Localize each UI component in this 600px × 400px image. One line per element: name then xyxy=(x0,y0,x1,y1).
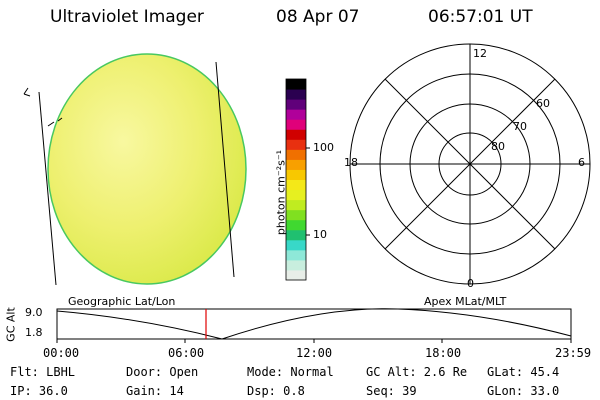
colorbar-cell xyxy=(286,179,306,191)
polar-plot xyxy=(349,43,591,285)
colorbar-cell xyxy=(286,99,306,110)
colorbar-cell xyxy=(286,139,306,150)
colorbar-cell xyxy=(286,209,306,221)
colorbar-unit-label: photon cm⁻²s⁻¹ xyxy=(274,149,288,236)
time-label: 06:57:01 UT xyxy=(428,7,533,27)
colorbar-cell xyxy=(286,199,306,211)
x-axis-ticks xyxy=(56,339,572,343)
glon-status: GLon: 33.0 xyxy=(487,384,560,398)
colorbar-cell xyxy=(286,269,306,281)
altitude-curve xyxy=(56,308,572,340)
geographic-label: Geographic Lat/Lon xyxy=(68,295,176,308)
colorbar-cell xyxy=(286,239,306,251)
colorbar-cell xyxy=(286,89,306,100)
seq-status: Seq: 39 xyxy=(366,384,417,398)
glat-status: GLat: 45.4 xyxy=(487,365,560,379)
direction-marker xyxy=(23,87,31,97)
colorbar-cell xyxy=(286,189,306,201)
terminator-line-left xyxy=(38,91,57,286)
colorbar-frame xyxy=(285,78,307,281)
x-tick-2359: 23:59 xyxy=(555,346,592,360)
date-label: 08 Apr 07 xyxy=(276,7,360,27)
colorbar-cell xyxy=(286,229,306,241)
x-tick-1800: 18:00 xyxy=(425,346,462,360)
x-tick-1200: 12:00 xyxy=(296,346,333,360)
x-tick-0000: 00:00 xyxy=(43,346,80,360)
coastline-mark xyxy=(47,117,63,127)
gain-status: Gain: 14 xyxy=(126,384,184,398)
lat-ring-80: 80 xyxy=(491,140,505,153)
altitude-plot-frame xyxy=(56,308,572,340)
colorbar-cell xyxy=(286,79,306,90)
instrument-title: Ultraviolet Imager xyxy=(50,7,204,27)
colorbar-cell xyxy=(286,159,306,170)
colorbar-cell xyxy=(286,169,306,180)
colorbar-label-10: 10 xyxy=(313,228,327,241)
altitude-ymax: 9.0 xyxy=(25,306,43,319)
x-tick-0600: 06:00 xyxy=(168,346,205,360)
gc-alt-status: GC Alt: 2.6 Re xyxy=(366,365,468,379)
ip-status: IP: 36.0 xyxy=(10,384,68,398)
altitude-ylabel: GC Alt xyxy=(4,307,18,342)
dsp-status: Dsp: 0.8 xyxy=(247,384,305,398)
colorbar-cell xyxy=(286,109,306,120)
earth-disk xyxy=(47,53,247,285)
altitude-ymin: 1.8 xyxy=(25,326,43,339)
colorbar-cell xyxy=(286,259,306,271)
colorbar xyxy=(286,79,306,281)
mlt-label-0: 0 xyxy=(467,277,474,290)
lat-ring-60: 60 xyxy=(536,97,550,110)
colorbar-cell xyxy=(286,219,306,231)
mlt-label-12: 12 xyxy=(473,47,487,60)
colorbar-cell xyxy=(286,119,306,130)
filter-status: Flt: LBHL xyxy=(10,365,76,379)
apex-label: Apex MLat/MLT xyxy=(424,295,507,308)
lat-ring-70: 70 xyxy=(513,120,527,133)
uv-image-panel xyxy=(23,53,247,286)
colorbar-label-100: 100 xyxy=(313,141,334,154)
terminator-line-right xyxy=(215,61,235,278)
colorbar-cell xyxy=(286,129,306,140)
mlt-label-18: 18 xyxy=(344,156,358,169)
mode-status: Mode: Normal xyxy=(247,365,334,379)
colorbar-cell xyxy=(286,249,306,261)
mlt-label-6: 6 xyxy=(578,156,585,169)
door-status: Door: Open xyxy=(126,365,199,379)
colorbar-cell xyxy=(286,149,306,160)
